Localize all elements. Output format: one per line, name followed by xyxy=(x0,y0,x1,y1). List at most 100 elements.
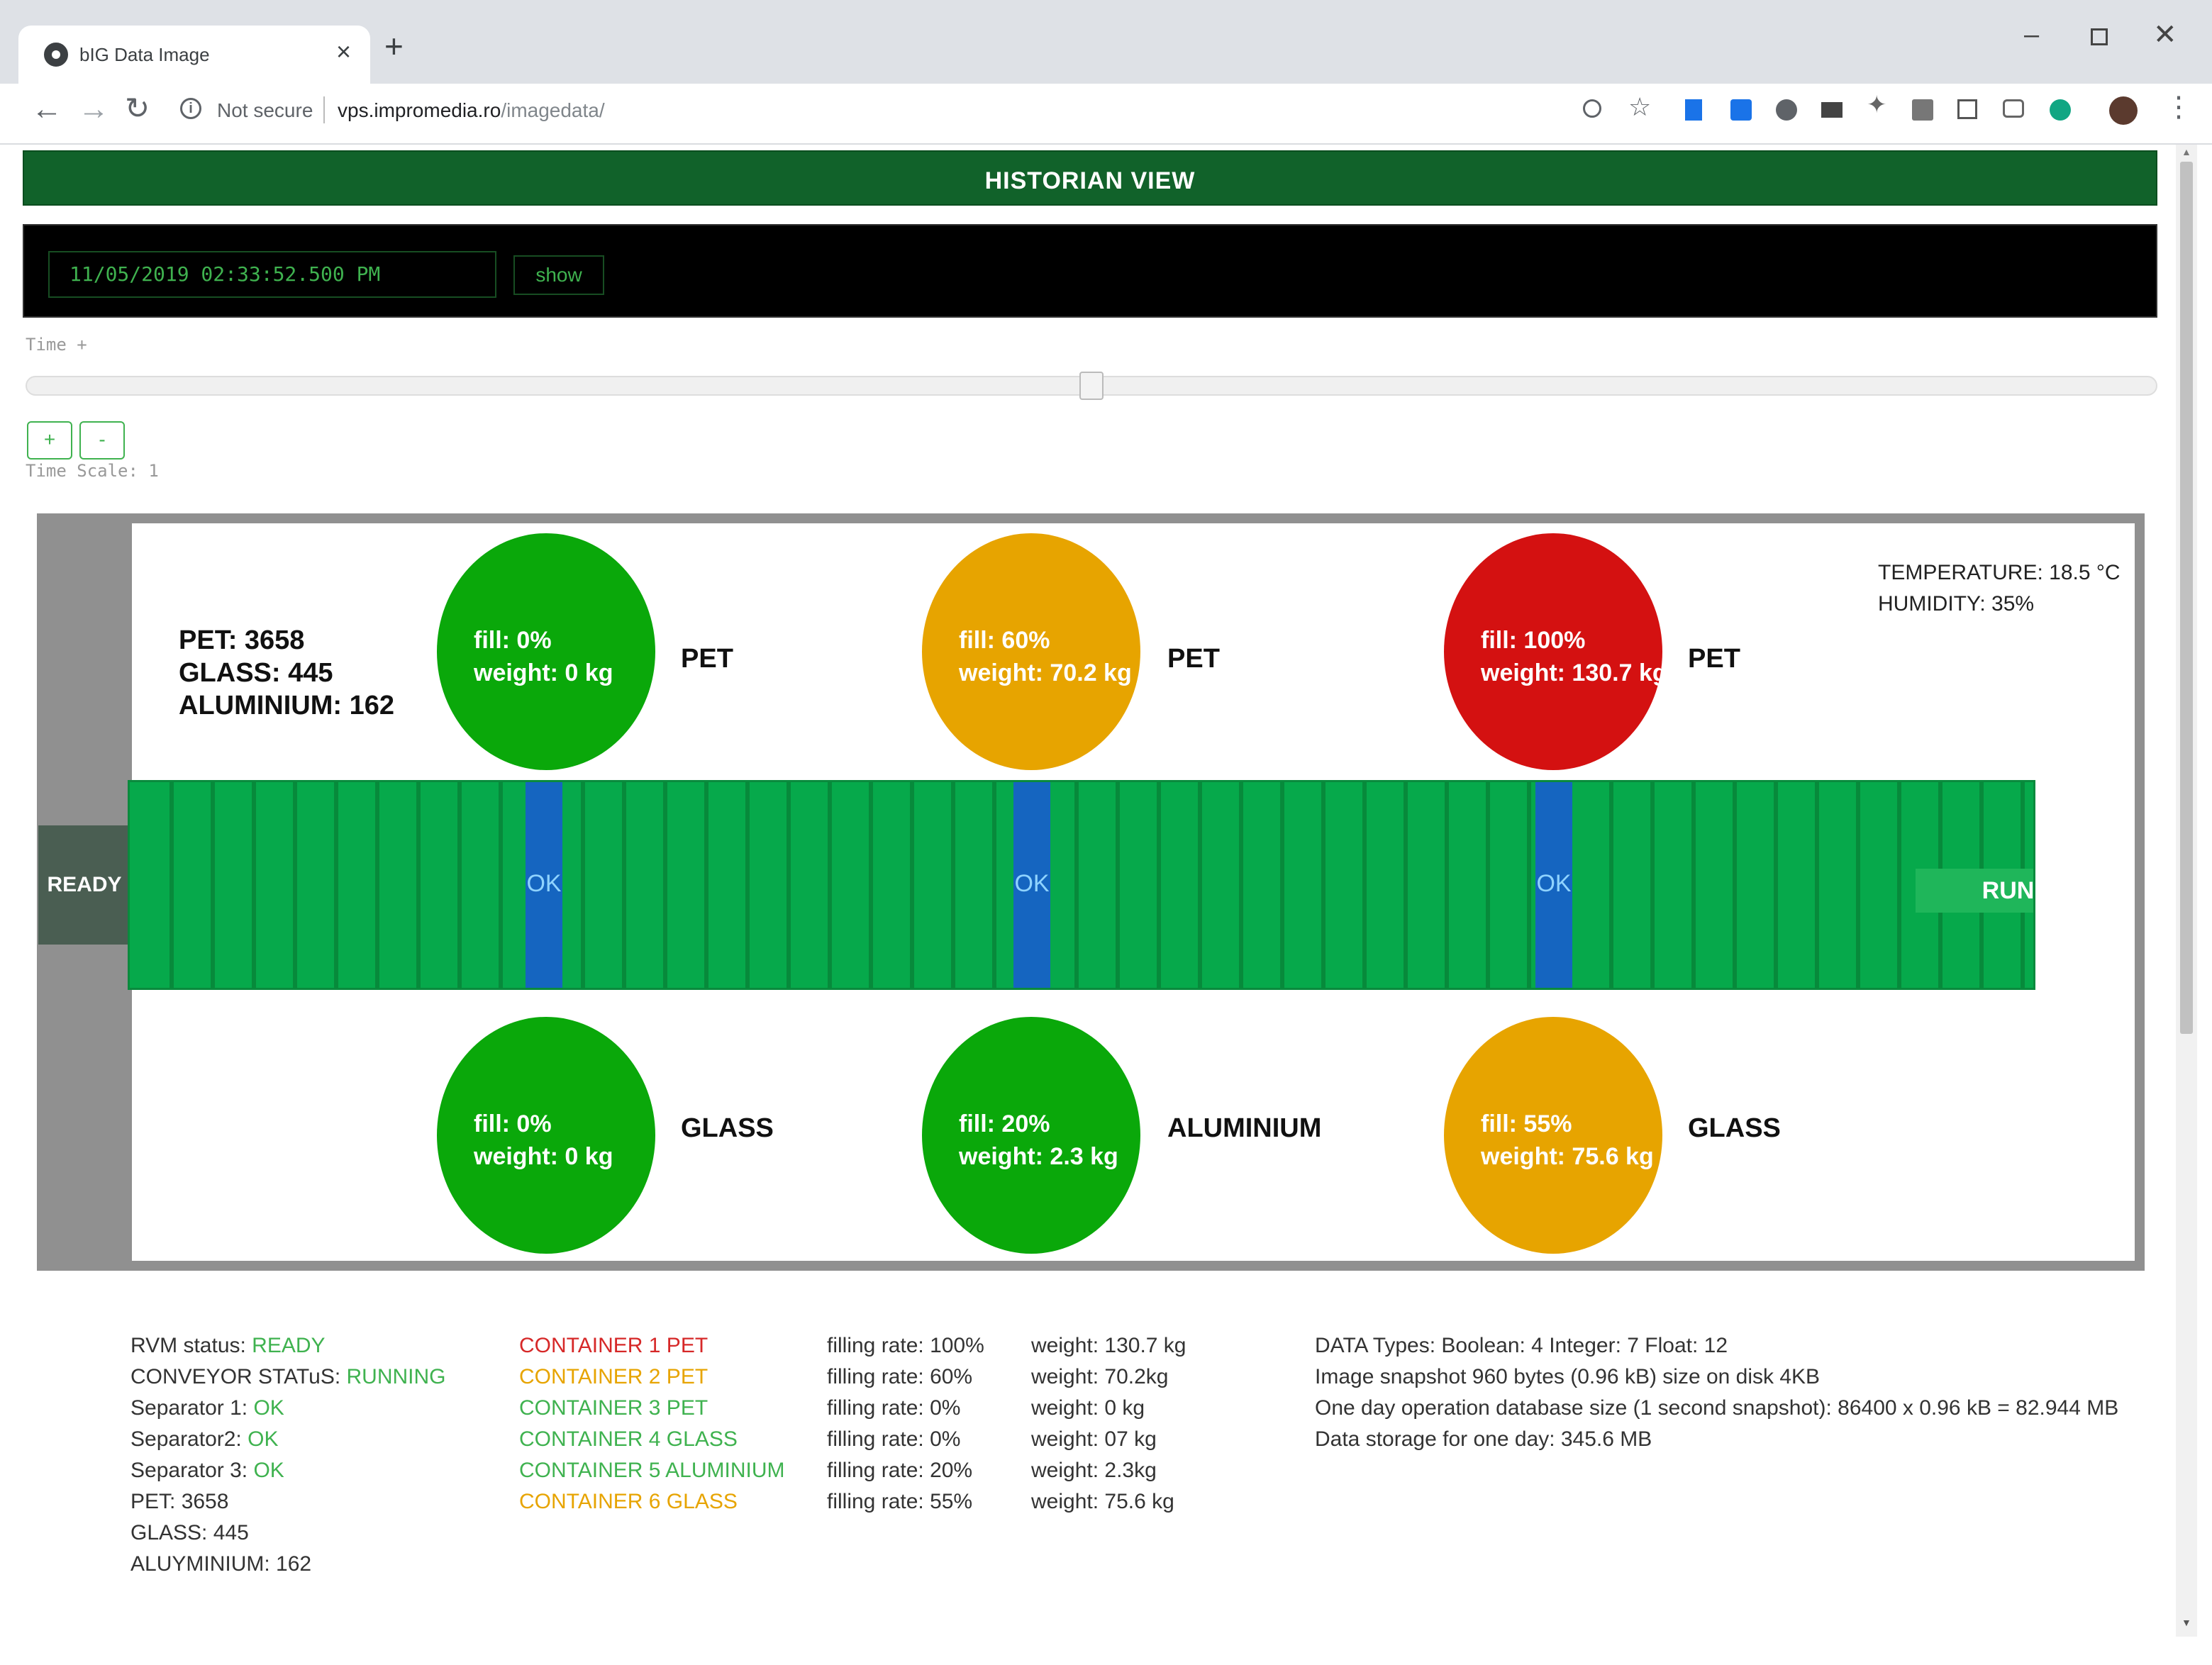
bookmark-star-icon[interactable]: ☆ xyxy=(1628,92,1652,121)
conveyor-slat xyxy=(951,782,955,988)
conveyor-slat xyxy=(1157,782,1161,988)
pet-count: PET: 3658 xyxy=(179,625,305,655)
container-weight: weight: 0 kg xyxy=(474,659,613,686)
aluminium-count: ALUMINIUM: 162 xyxy=(179,691,395,720)
extension-monitor-icon[interactable] xyxy=(1821,102,1843,118)
conveyor-slat xyxy=(1280,782,1284,988)
status-key: GLASS: 445 xyxy=(130,1521,249,1544)
new-tab-button[interactable]: + xyxy=(384,28,404,65)
info-icon[interactable]: i xyxy=(180,98,201,119)
conveyor-slat xyxy=(169,782,174,988)
conveyor-slat xyxy=(252,782,256,988)
globe-icon xyxy=(44,43,68,67)
historian-header: HISTORIAN VIEW xyxy=(23,150,2157,206)
extension-crop-icon[interactable] xyxy=(1957,99,1977,119)
back-arrow-icon[interactable]: ← xyxy=(31,91,62,126)
container-6-label: GLASS xyxy=(1688,1113,1781,1143)
container-list-item: CONTAINER 5 ALUMINIUM xyxy=(519,1459,785,1482)
status-list: RVM status: READY CONVEYOR STATuS: RUNNI… xyxy=(130,1330,446,1580)
browser-toolbar: ← → ↻ i Not secure vps.impromedia.ro/ima… xyxy=(0,84,2212,145)
url-host: vps.impromedia.ro xyxy=(338,99,501,121)
container-weight: weight: 2.3 kg xyxy=(959,1143,1118,1170)
zoom-icon[interactable] xyxy=(1583,99,1601,118)
reload-icon[interactable]: ↻ xyxy=(125,91,150,125)
conveyor-slat xyxy=(293,782,297,988)
filling-rate: filling rate: 100% xyxy=(827,1334,984,1357)
extension-screen-icon[interactable] xyxy=(1730,99,1752,121)
scroll-down-icon[interactable]: ▼ xyxy=(2182,1617,2191,1628)
grammarly-icon[interactable] xyxy=(2050,99,2071,121)
scroll-up-icon[interactable]: ▲ xyxy=(2182,146,2191,157)
conveyor-slat xyxy=(1321,782,1325,988)
extension-pin-icon[interactable]: ✦ xyxy=(1867,91,1887,118)
container-2-circle: fill: 60% weight: 70.2 kg xyxy=(922,533,1140,770)
data-info: DATA Types: Boolean: 4 Integer: 7 Float:… xyxy=(1315,1330,2118,1455)
scroll-thumb[interactable] xyxy=(2180,162,2193,1034)
time-label: Time + xyxy=(26,335,87,355)
conveyor-slat xyxy=(1609,782,1613,988)
container-fill: fill: 0% xyxy=(474,627,552,654)
container-3-label: PET xyxy=(1688,644,1740,674)
zoom-out-button[interactable]: - xyxy=(79,421,125,460)
menu-dots-icon[interactable]: ⋮ xyxy=(2164,91,2193,123)
container-5-label: ALUMINIUM xyxy=(1167,1113,1322,1143)
data-types: DATA Types: Boolean: 4 Integer: 7 Float:… xyxy=(1315,1334,1728,1357)
tab-close-icon[interactable]: × xyxy=(336,37,352,66)
container-weight: weight: 130.7 kg xyxy=(1481,659,1667,686)
page-scrollbar[interactable]: ▲ ▼ xyxy=(2176,145,2197,1637)
security-status[interactable]: Not secure xyxy=(217,99,313,121)
datetime-input[interactable]: 11/05/2019 02:33:52.500 PM xyxy=(48,251,496,298)
separator-3-status: OK xyxy=(1536,870,1572,897)
conveyor-slat xyxy=(1362,782,1367,988)
filling-rate: filling rate: 20% xyxy=(827,1459,973,1482)
close-window-icon[interactable]: ✕ xyxy=(2153,19,2177,50)
minimize-icon[interactable]: – xyxy=(2024,20,2040,50)
status-row: Separator2: OK xyxy=(130,1424,446,1455)
conveyor-slat xyxy=(704,782,708,988)
rvm-ready-indicator: READY xyxy=(38,825,130,945)
status-row: RVM status: READY xyxy=(130,1330,446,1361)
container-list-item: CONTAINER 4 GLASS xyxy=(519,1427,738,1451)
container-fill: fill: 55% xyxy=(1481,1110,1572,1137)
conveyor-slat xyxy=(499,782,503,988)
maximize-icon[interactable] xyxy=(2091,28,2108,45)
weight-list: weight: 130.7 kg weight: 70.2kg weight: … xyxy=(1031,1330,1186,1518)
conveyor-slat xyxy=(1116,782,1120,988)
status-key: PET: 3658 xyxy=(130,1490,229,1513)
time-slider[interactable] xyxy=(26,372,2157,400)
address-bar[interactable]: vps.impromedia.ro/imagedata/ xyxy=(338,99,605,122)
conveyor-slat xyxy=(622,782,626,988)
extension-tag-icon[interactable] xyxy=(1912,99,1933,121)
status-key: ALUYMINIUM: 162 xyxy=(130,1552,312,1576)
container-weight: weight: 70.2 kg xyxy=(959,659,1132,686)
page-title: HISTORIAN VIEW xyxy=(984,167,1196,194)
conveyor-slat xyxy=(457,782,462,988)
browser-tab[interactable]: bIG Data Image × xyxy=(18,26,370,84)
forward-arrow-icon[interactable]: → xyxy=(78,91,109,126)
extension-pause-icon[interactable] xyxy=(1685,99,1702,121)
zoom-in-button[interactable]: + xyxy=(27,421,72,460)
separator-1 xyxy=(526,782,562,988)
conveyor-slat xyxy=(1074,782,1079,988)
conveyor-slat xyxy=(211,782,215,988)
separator-2 xyxy=(1013,782,1050,988)
filling-rate-list: filling rate: 100% filling rate: 60% fil… xyxy=(827,1330,984,1518)
extension-circle-icon[interactable] xyxy=(1776,99,1797,121)
control-bar: 11/05/2019 02:33:52.500 PM show xyxy=(23,224,2157,318)
conveyor-slat xyxy=(1897,782,1901,988)
slider-thumb[interactable] xyxy=(1079,372,1104,400)
status-row: CONVEYOR STATuS: RUNNING xyxy=(130,1361,446,1393)
humidity: HUMIDITY: 35% xyxy=(1878,592,2035,616)
status-row: Separator 1: OK xyxy=(130,1393,446,1424)
status-key: CONVEYOR STATuS: xyxy=(130,1365,347,1388)
avatar[interactable] xyxy=(2109,96,2138,125)
status-key: Separator 1: xyxy=(130,1396,254,1420)
time-scale-label: Time Scale: 1 xyxy=(26,461,159,481)
status-row: ALUYMINIUM: 162 xyxy=(130,1549,446,1580)
status-value: OK xyxy=(253,1459,284,1482)
tab-title: bIG Data Image xyxy=(79,44,210,65)
camera-icon[interactable] xyxy=(2003,99,2024,118)
show-button[interactable]: show xyxy=(513,255,604,295)
conveyor-slat xyxy=(334,782,338,988)
container-6-circle: fill: 55% weight: 75.6 kg xyxy=(1444,1017,1662,1254)
